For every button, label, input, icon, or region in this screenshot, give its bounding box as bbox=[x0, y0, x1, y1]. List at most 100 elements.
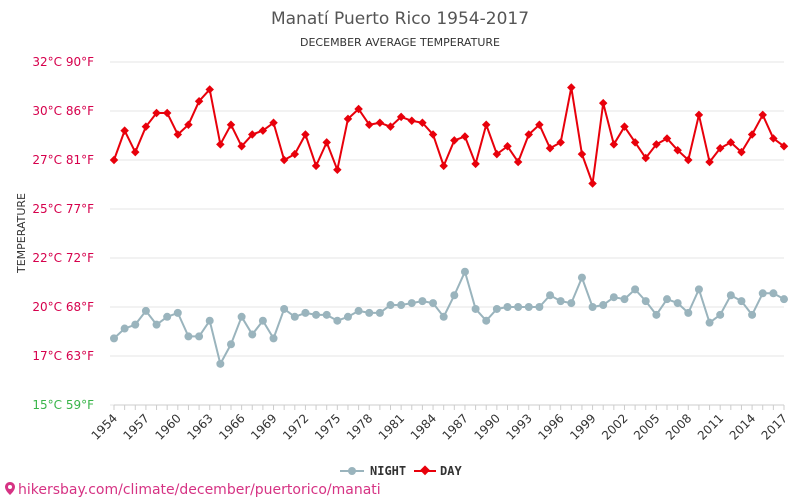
chart-subtitle: DECEMBER AVERAGE TEMPERATURE bbox=[300, 36, 500, 49]
data-point-night bbox=[663, 295, 672, 304]
data-point-night bbox=[450, 291, 459, 300]
x-tick-label: 2014 bbox=[727, 411, 758, 442]
data-point-night bbox=[216, 359, 225, 368]
x-tick-label: 1993 bbox=[503, 411, 534, 442]
data-point-night bbox=[152, 320, 161, 329]
data-point-night bbox=[652, 310, 661, 319]
series-line-night bbox=[113, 270, 785, 365]
watermark-link[interactable]: hikersbay.com/climate/december/puertoric… bbox=[5, 482, 381, 498]
legend: NIGHT DAY bbox=[340, 464, 462, 478]
data-point-night bbox=[110, 334, 118, 343]
data-point-day bbox=[354, 104, 363, 114]
data-point-night bbox=[471, 304, 480, 313]
data-point-day bbox=[131, 147, 140, 157]
data-point-night bbox=[184, 332, 193, 341]
y-tick-label: 22°C 72°F bbox=[32, 251, 94, 265]
data-point-day bbox=[237, 142, 246, 151]
x-tick-label: 1978 bbox=[344, 411, 375, 442]
data-point-night bbox=[492, 304, 501, 313]
data-point-night bbox=[620, 295, 629, 304]
legend-item-night[interactable]: NIGHT bbox=[340, 464, 406, 478]
y-axis-label: TEMPERATURE bbox=[15, 193, 28, 274]
data-point-night bbox=[301, 308, 310, 317]
legend-night-label: NIGHT bbox=[370, 464, 406, 478]
data-point-day bbox=[141, 122, 151, 131]
data-point-night bbox=[258, 316, 267, 325]
data-point-day bbox=[492, 149, 502, 159]
x-tick-label: 1990 bbox=[471, 411, 502, 442]
data-point-night bbox=[609, 293, 618, 302]
data-point-night bbox=[226, 340, 235, 349]
data-point-day bbox=[194, 96, 204, 106]
data-point-night bbox=[567, 299, 576, 308]
data-point-night bbox=[343, 312, 352, 321]
data-point-day bbox=[428, 130, 438, 139]
data-point-day bbox=[109, 155, 119, 165]
x-tick-label: 1960 bbox=[152, 411, 183, 442]
x-tick-label: 1966 bbox=[216, 411, 247, 442]
data-point-day bbox=[333, 165, 342, 175]
data-point-night bbox=[780, 295, 788, 304]
x-tick-label: 1996 bbox=[535, 411, 566, 442]
data-point-night bbox=[195, 332, 204, 341]
data-point-day bbox=[567, 83, 576, 92]
data-point-day bbox=[322, 138, 331, 147]
data-point-day bbox=[279, 155, 289, 165]
data-point-day bbox=[418, 118, 427, 128]
data-point-day bbox=[343, 114, 353, 124]
series-lines bbox=[109, 83, 789, 368]
data-point-night bbox=[482, 316, 491, 325]
data-point-day bbox=[577, 149, 587, 159]
data-point-night bbox=[556, 297, 565, 306]
data-point-day bbox=[216, 140, 225, 149]
legend-day-label: DAY bbox=[440, 464, 462, 478]
data-point-night bbox=[726, 291, 735, 300]
data-point-night bbox=[418, 297, 427, 306]
data-point-day bbox=[758, 110, 767, 120]
data-point-night bbox=[769, 289, 778, 298]
data-point-night bbox=[333, 316, 342, 325]
data-point-night bbox=[684, 308, 693, 317]
data-point-night bbox=[120, 324, 129, 333]
data-point-night bbox=[748, 310, 757, 319]
data-point-night bbox=[673, 299, 682, 308]
data-point-day bbox=[152, 108, 161, 118]
data-point-day bbox=[364, 120, 374, 129]
data-point-night bbox=[641, 297, 650, 306]
x-tick-label: 1984 bbox=[408, 411, 439, 442]
data-point-day bbox=[609, 140, 619, 149]
data-point-day bbox=[386, 122, 395, 131]
data-point-day bbox=[205, 85, 214, 94]
data-point-day bbox=[269, 118, 278, 128]
data-point-day bbox=[290, 149, 300, 159]
x-tick-label: 1963 bbox=[184, 411, 215, 442]
y-tick-label: 25°C 77°F bbox=[32, 202, 94, 216]
data-point-night bbox=[386, 301, 395, 310]
x-tick-label: 1981 bbox=[376, 411, 407, 442]
x-tick-label: 1957 bbox=[121, 411, 152, 442]
y-tick-label: 20°C 68°F bbox=[32, 300, 94, 314]
legend-day-marker bbox=[420, 465, 430, 476]
data-point-night bbox=[503, 303, 512, 311]
x-tick-label: 1987 bbox=[440, 411, 471, 442]
data-point-day bbox=[375, 118, 385, 128]
grid-lines bbox=[110, 61, 784, 406]
data-point-day bbox=[120, 126, 129, 135]
x-tick-label: 2002 bbox=[599, 411, 630, 442]
data-point-night bbox=[131, 320, 140, 329]
data-point-day bbox=[173, 130, 183, 139]
data-point-night bbox=[248, 330, 257, 339]
y-tick-label: 27°C 81°F bbox=[32, 153, 94, 167]
x-tick-label: 1999 bbox=[567, 411, 598, 442]
data-point-night bbox=[290, 312, 299, 321]
x-tick-label: 2011 bbox=[695, 411, 726, 442]
y-tick-label: 32°C 90°F bbox=[32, 55, 94, 69]
data-point-night bbox=[535, 303, 544, 311]
data-point-night bbox=[173, 308, 182, 317]
legend-item-day[interactable]: DAY bbox=[414, 464, 462, 478]
x-tick-label: 1972 bbox=[280, 411, 311, 442]
data-point-day bbox=[460, 132, 470, 141]
chart-title: Manatí Puerto Rico 1954-2017 bbox=[271, 9, 529, 29]
x-tick-label: 1975 bbox=[312, 411, 343, 442]
